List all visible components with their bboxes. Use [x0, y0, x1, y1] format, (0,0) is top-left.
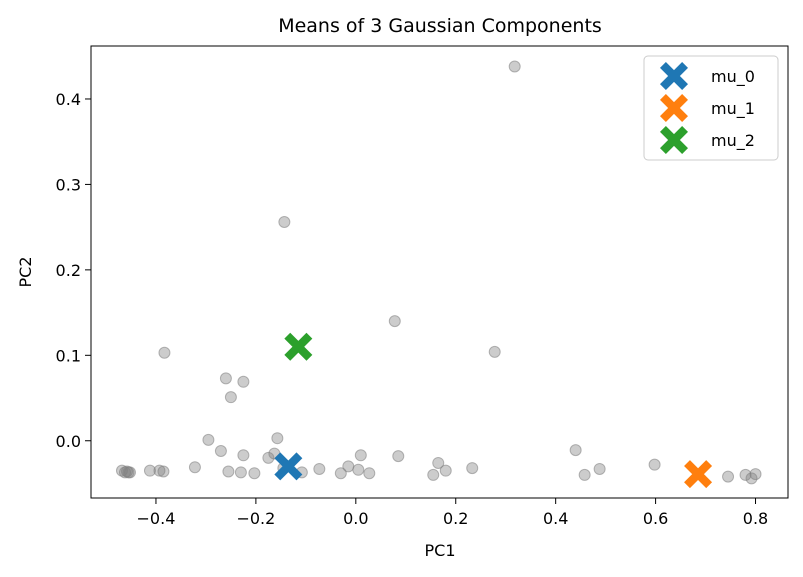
mean-marker-mu-0 [274, 452, 303, 481]
mean-marker-mu-2 [284, 332, 313, 361]
legend: mu_0 mu_1 mu_2 [643, 55, 779, 161]
data-point [648, 458, 661, 471]
data-point [237, 375, 250, 388]
mean-marker-mu-1 [684, 460, 713, 489]
data-point [278, 216, 291, 229]
chart-title: Means of 3 Gaussian Components [278, 15, 602, 37]
legend-label-mu-2: mu_2 [711, 131, 755, 151]
data-point [262, 451, 275, 464]
data-point [439, 464, 452, 477]
data-point [749, 468, 762, 481]
data-point [354, 449, 367, 462]
data-point [388, 315, 401, 328]
data-point [342, 460, 355, 473]
data-point [739, 468, 752, 481]
x-axis-label: PC1 [425, 541, 456, 560]
data-point [234, 466, 247, 479]
data-point [392, 450, 405, 463]
data-point [219, 372, 232, 385]
data-point [157, 465, 170, 478]
y-axis-label: PC2 [16, 257, 35, 288]
data-point [271, 432, 284, 445]
legend-marker-mu-0 [660, 62, 688, 90]
x-tick-label: 0.8 [743, 509, 768, 528]
data-point [488, 345, 501, 358]
data-point [224, 391, 237, 404]
data-point [153, 464, 166, 477]
data-point [363, 467, 376, 480]
y-tick-label: 0.2 [56, 261, 81, 280]
data-point [593, 462, 606, 475]
x-tick-label: −0.2 [236, 509, 275, 528]
legend-marker-mu-1 [660, 94, 688, 122]
x-axis-ticks: −0.4 −0.2 0.0 0.2 0.4 0.6 0.8 [137, 498, 768, 528]
y-tick-label: 0.4 [56, 90, 81, 109]
data-point [143, 464, 156, 477]
y-tick-label: 0.3 [56, 175, 81, 194]
data-point [202, 433, 215, 446]
x-tick-label: −0.4 [137, 509, 176, 528]
data-point [578, 468, 591, 481]
data-points [115, 60, 762, 485]
data-point [248, 467, 261, 480]
y-tick-label: 0.1 [56, 346, 81, 365]
data-point [214, 445, 227, 458]
plot-frame [90, 45, 789, 499]
legend-label-mu-0: mu_0 [711, 67, 755, 87]
x-tick-label: 0.2 [443, 509, 468, 528]
y-tick-label: 0.0 [56, 432, 81, 451]
data-point [158, 346, 171, 359]
x-tick-label: 0.6 [643, 509, 668, 528]
mean-markers [274, 332, 713, 489]
data-point [352, 463, 365, 476]
data-point [722, 470, 735, 483]
data-point [427, 468, 440, 481]
y-axis-ticks: 0.0 0.1 0.2 0.3 0.4 [56, 90, 91, 451]
data-point [508, 60, 521, 73]
data-point [188, 461, 201, 474]
data-point [237, 449, 250, 462]
data-point [432, 456, 445, 469]
data-point [569, 444, 582, 457]
x-tick-label: 0.4 [543, 509, 568, 528]
data-point [313, 462, 326, 475]
x-tick-label: 0.0 [343, 509, 368, 528]
data-point [123, 466, 136, 479]
data-point [466, 462, 479, 475]
legend-label-mu-1: mu_1 [711, 99, 755, 119]
legend-marker-mu-2 [660, 126, 688, 154]
data-point [334, 467, 347, 480]
data-point [222, 465, 235, 478]
